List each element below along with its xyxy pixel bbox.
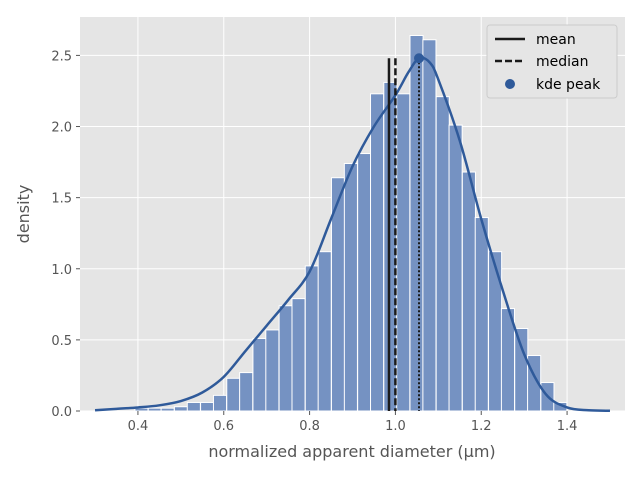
histogram-bar — [173, 406, 188, 412]
histogram-bar — [409, 34, 424, 412]
histogram-bar — [343, 163, 358, 412]
x-tick-label: 1.4 — [557, 419, 578, 434]
kde-peak-marker — [414, 53, 425, 64]
histogram-bar — [160, 407, 175, 412]
x-tick-label: 0.4 — [128, 419, 149, 434]
histogram-bar — [226, 377, 241, 412]
y-tick-label: 2.0 — [51, 121, 72, 136]
y-tick-label: 1.0 — [51, 263, 72, 278]
x-tick-label: 1.2 — [471, 419, 492, 434]
histogram-bar — [278, 305, 293, 412]
x-tick-label: 0.6 — [213, 419, 234, 434]
histogram-bar — [317, 251, 332, 412]
histogram-bar — [265, 329, 280, 412]
histogram-bar — [291, 298, 306, 412]
kde-curve — [94, 56, 611, 412]
histogram-bar — [252, 337, 267, 412]
x-tick-label: 1.0 — [385, 419, 406, 434]
histogram-bar — [488, 251, 503, 412]
histogram-bar — [357, 153, 372, 412]
x-tick-label: 0.8 — [299, 419, 320, 434]
histogram-bar — [514, 328, 529, 412]
histogram-bar — [396, 93, 411, 412]
legend-kde-peak-swatch — [505, 79, 515, 89]
x-axis-label: normalized apparent diameter (μm) — [208, 442, 495, 461]
y-axis-ticks: 0.0 0.5 1.0 1.5 2.0 2.5 — [51, 49, 80, 420]
y-tick-label: 0.0 — [51, 405, 72, 420]
histogram-bars — [134, 34, 568, 412]
legend-median-label: median — [536, 54, 588, 70]
histogram-bar — [304, 265, 319, 412]
histogram-bar — [239, 372, 254, 412]
histogram-bar — [461, 171, 476, 412]
histogram-bar — [212, 394, 228, 412]
histogram-bar — [147, 407, 162, 412]
histogram-bar — [200, 401, 215, 412]
legend-mean-label: mean — [536, 32, 576, 48]
y-tick-label: 0.5 — [51, 334, 72, 349]
histogram-bar — [370, 93, 385, 412]
legend-box — [486, 24, 618, 99]
y-tick-label: 2.5 — [51, 49, 72, 64]
legend: mean median kde peak — [486, 24, 618, 99]
legend-kde-peak-label: kde peak — [536, 77, 601, 93]
histogram-bar — [435, 96, 450, 412]
y-axis-label: density — [14, 185, 33, 244]
x-axis-ticks: 0.4 0.6 0.8 1.0 1.2 1.4 — [128, 411, 578, 434]
histogram-bar — [474, 217, 489, 412]
y-tick-label: 1.5 — [51, 192, 72, 207]
histogram-bar — [448, 124, 463, 412]
histogram-bar — [186, 401, 201, 412]
histogram-bar — [422, 39, 437, 412]
